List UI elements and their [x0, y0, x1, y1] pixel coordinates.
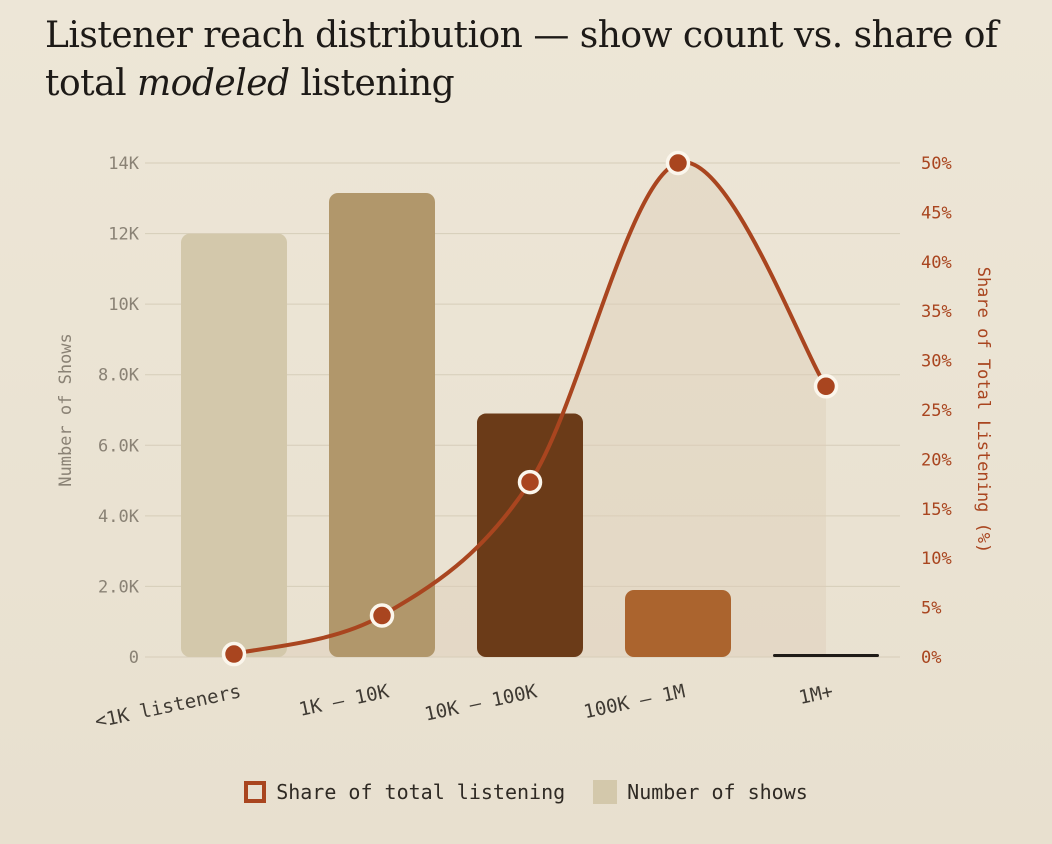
chart-plot: 0 2.0K 4.0K 6.0K 8.0K 10K 12K 14K 0% 5% 10% 15% 20% 2… [56, 150, 993, 733]
y-right-tick-label: 20% [921, 450, 952, 470]
y-right-tick-label: 40% [921, 253, 952, 273]
legend-label-shows: Number of shows [627, 780, 808, 804]
y-right-tick-label: 0% [921, 648, 941, 668]
legend-item-shows[interactable]: Number of shows [593, 780, 808, 804]
y-right-tick-label: 30% [921, 352, 952, 372]
y-tick-label: 8.0K [98, 366, 140, 386]
y-right-tick-label: 15% [921, 500, 952, 520]
y-right-tick-label: 50% [921, 154, 952, 174]
chart-title-emphasis: modeled [137, 63, 290, 104]
y-tick-label: 0 [129, 648, 139, 668]
bar-3 [477, 413, 583, 657]
bar-4 [625, 589, 731, 657]
y-tick-label: 6.0K [98, 436, 140, 456]
chart-legend: Share of total listening Number of shows [0, 772, 1052, 812]
share-line [232, 160, 828, 657]
x-tick-label: 1K – 10K [297, 680, 392, 721]
chart-title-end: listening [289, 63, 455, 104]
x-tick-label: 100K – 1M [582, 680, 687, 723]
legend-item-share[interactable]: Share of total listening [244, 780, 565, 804]
chart-title-main: Listener reach distribution — show count… [45, 15, 998, 104]
x-tick-label: 1M+ [797, 680, 835, 709]
y-right-tick-label: 35% [921, 302, 952, 322]
bar-5 [773, 654, 879, 657]
share-point-3 [517, 469, 543, 495]
legend-swatch-shows [593, 780, 618, 804]
y-axis-title: Number of Shows [56, 333, 76, 487]
x-tick-label: <1K listeners [93, 680, 243, 732]
y-right-tick-label: 45% [921, 203, 952, 223]
x-tick-label: 10K – 100K [423, 680, 540, 725]
share-point-4 [665, 150, 691, 176]
legend-label-share: Share of total listening [276, 780, 566, 804]
share-area [234, 162, 826, 658]
y-right-tick-label: 10% [921, 549, 952, 569]
legend-swatch-share [244, 781, 267, 803]
y-tick-label: 2.0K [98, 577, 140, 597]
y-tick-label: 4.0K [98, 507, 140, 527]
bar-2 [329, 192, 435, 657]
y-right-axis-title: Share of Total Listening (%) [973, 267, 993, 554]
share-point-1 [221, 641, 247, 667]
y-tick-label: 12K [108, 225, 139, 245]
y-right-tick-label: 25% [921, 401, 952, 421]
y-right-tick-label: 5% [921, 599, 941, 619]
y-tick-label: 10K [108, 295, 139, 315]
y-tick-label: 14K [108, 154, 139, 174]
share-point-5 [813, 374, 839, 399]
share-point-2 [369, 603, 395, 628]
bar-1 [181, 233, 287, 658]
chart-title: Listener reach distribution — show count… [45, 12, 1025, 108]
